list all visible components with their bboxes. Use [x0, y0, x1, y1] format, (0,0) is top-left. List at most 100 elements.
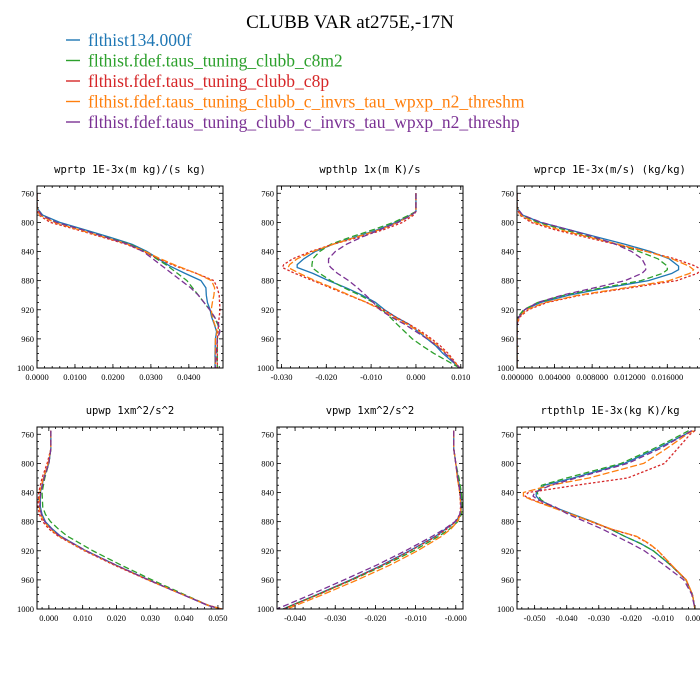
series-line [37, 193, 221, 368]
panels: wprtp 1E-3x(m kg)/(s kg) 760 800 840 880 920 9… [17, 164, 700, 623]
x-tick-label: 0.0300 [139, 372, 162, 382]
plot-frame [36, 185, 224, 369]
series-line [532, 430, 696, 609]
series-line [37, 193, 218, 368]
chart-panel: wpthlp 1x(m K)/s7608008408809209601000-0… [257, 164, 470, 382]
x-tick-label: 0.0000 [25, 372, 48, 382]
x-tick-label: -0.030 [324, 613, 346, 623]
legend-entry: flthist134.000f [88, 30, 192, 50]
x-tick-label: -0.030 [588, 613, 610, 623]
series-line [37, 193, 221, 368]
panel-title: wprcp 1E-3x(m/s) (kg/kg) [534, 164, 686, 176]
x-tick-label: 0.000 [39, 613, 58, 623]
series-group [517, 193, 700, 368]
x-tick-label: -0.010 [652, 613, 674, 623]
y-tick-label: 960 [501, 334, 514, 344]
plot-frame [276, 426, 464, 610]
x-tick-label: 0.010 [73, 613, 92, 623]
y-tick-label: 840 [501, 488, 514, 498]
x-tick-label: 0.004000 [539, 372, 571, 382]
series-line [277, 430, 462, 609]
series-line [524, 430, 696, 609]
y-tick-label: 800 [261, 217, 274, 227]
series-line [37, 430, 223, 609]
y-tick-label: 1000 [257, 604, 274, 614]
y-tick-label: 840 [261, 247, 274, 257]
y-tick-label: 920 [501, 305, 514, 315]
series-line [286, 430, 462, 609]
chart-panel: vpwp 1xm^2/s^2 760 800 840 880 920 960 1000 -0.0… [257, 405, 467, 623]
series-line [517, 193, 680, 368]
plot-frame [516, 185, 700, 369]
series-group [37, 193, 221, 368]
series-line [41, 430, 222, 609]
y-tick-label: 760 [21, 429, 34, 439]
series-line [37, 193, 218, 368]
legend: flthist134.000f flthist.fdef.taus_tuning_… [66, 30, 525, 132]
series-line [296, 193, 461, 368]
y-tick-label: 760 [501, 188, 514, 198]
chart-panel: upwp 1xm^2/s^2 760 800 840 880 920 960 1000 0.00… [17, 405, 227, 623]
y-tick-label: 800 [501, 217, 514, 227]
x-tick-label: 0.020 [107, 613, 126, 623]
y-tick-label: 1000 [497, 604, 514, 614]
y-tick-label: 1000 [257, 363, 274, 373]
series-line [311, 193, 461, 368]
x-tick-label: -0.020 [364, 613, 386, 623]
x-tick-label: 0.030 [141, 613, 160, 623]
y-tick-label: 920 [21, 305, 34, 315]
series-group [37, 430, 223, 609]
series-line [38, 430, 222, 609]
series-line [536, 430, 696, 609]
y-tick-label: 800 [501, 458, 514, 468]
x-tick-label: 0.0200 [101, 372, 124, 382]
x-tick-label: -0.020 [620, 613, 642, 623]
x-tick-label: 0.010 [451, 372, 470, 382]
y-tick-label: 1000 [17, 604, 34, 614]
chart-panel: rtpthlp 1E-3x(kg K)/kg 760 800 840 880 920 960… [497, 405, 700, 623]
x-tick-label: -0.000 [445, 613, 467, 623]
series-line [517, 193, 695, 368]
y-tick-label: 920 [21, 546, 34, 556]
y-tick-label: 960 [501, 575, 514, 585]
series-line [39, 430, 220, 609]
y-tick-label: 880 [261, 517, 274, 527]
x-tick-label: 0.000000 [501, 372, 533, 382]
panel-title: wprtp 1E-3x(m kg)/(s kg) [54, 164, 206, 176]
y-tick-label: 840 [501, 247, 514, 257]
panel-title: rtpthlp 1E-3x(kg K)/kg [540, 405, 679, 417]
y-tick-label: 960 [261, 334, 274, 344]
x-tick-label: 0.012000 [614, 372, 646, 382]
series-line [535, 430, 696, 609]
y-tick-label: 880 [21, 517, 34, 527]
x-tick-label: -0.010 [405, 613, 427, 623]
x-tick-label: 0.000 [685, 613, 700, 623]
series-line [517, 193, 647, 368]
series-group [522, 430, 696, 609]
x-tick-label: -0.050 [524, 613, 546, 623]
legend-entry: flthist.fdef.taus_tuning_clubb_c_invrs_t… [88, 112, 520, 132]
y-tick-label: 880 [501, 517, 514, 527]
y-tick-label: 920 [261, 546, 274, 556]
x-tick-label: 0.000 [406, 372, 425, 382]
series-line [281, 193, 461, 368]
series-line [287, 193, 461, 368]
y-tick-label: 960 [21, 575, 34, 585]
y-tick-label: 760 [261, 188, 274, 198]
series-line [517, 193, 700, 368]
y-tick-label: 1000 [17, 363, 34, 373]
y-tick-label: 880 [21, 276, 34, 286]
y-tick-label: 760 [261, 429, 274, 439]
y-tick-label: 1000 [497, 363, 514, 373]
plot-frame [516, 426, 700, 610]
panel-title: upwp 1xm^2/s^2 [86, 405, 175, 417]
plot-frame [276, 185, 464, 369]
series-line [283, 430, 462, 609]
panel-title: vpwp 1xm^2/s^2 [326, 405, 415, 417]
x-tick-label: 0.016000 [651, 372, 683, 382]
y-tick-label: 920 [261, 305, 274, 315]
series-group [281, 193, 461, 368]
y-tick-label: 880 [501, 276, 514, 286]
plot-frame [36, 426, 224, 610]
